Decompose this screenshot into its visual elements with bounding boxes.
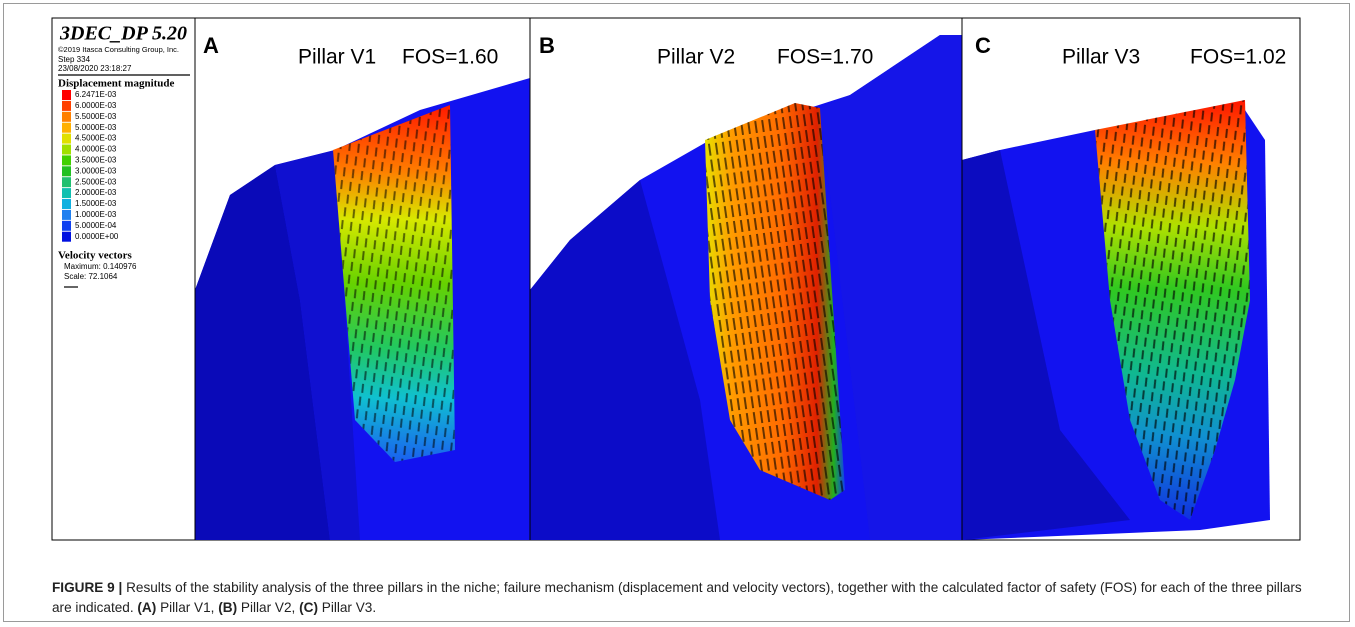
- caption-label: FIGURE 9 |: [52, 580, 123, 595]
- velocity-maximum: Maximum: 0.140976: [64, 262, 137, 271]
- caption-ref-text: Pillar V2,: [240, 600, 296, 615]
- caption-text: Results of the stability analysis of the…: [52, 580, 1302, 615]
- legend-label: 1.5000E-03: [75, 199, 117, 208]
- velocity-heading: Velocity vectors: [58, 250, 133, 262]
- legend-swatch: [62, 209, 71, 220]
- legend-label: 5.0000E-04: [75, 221, 117, 230]
- panel-letter: B: [539, 33, 555, 58]
- legend-swatch: [62, 177, 71, 188]
- legend-heading: Displacement magnitude: [58, 78, 175, 90]
- legend-panel: 3DEC_DP 5.20 ©2019 Itasca Consulting Gro…: [58, 23, 190, 288]
- panel-letter: C: [975, 33, 991, 58]
- legend-copyright: ©2019 Itasca Consulting Group, Inc.: [58, 45, 179, 54]
- legend-label: 1.0000E-03: [75, 210, 117, 219]
- legend-swatch: [62, 220, 71, 231]
- velocity-scale: Scale: 72.1064: [64, 272, 118, 281]
- legend-entries: 6.2471E-03 6.0000E-03 5.5000E-03 5.0000E-03…: [62, 90, 119, 242]
- legend-label: 3.0000E-03: [75, 166, 117, 175]
- panel-b-image: [530, 35, 962, 540]
- caption-ref: (C): [299, 600, 318, 615]
- legend-label: 4.0000E-03: [75, 145, 117, 154]
- panel-letter: A: [203, 33, 219, 58]
- legend-label: 6.0000E-03: [75, 101, 117, 110]
- legend-label: 6.2471E-03: [75, 90, 117, 99]
- panel-fos: FOS=1.70: [777, 46, 873, 69]
- legend-swatch: [62, 231, 71, 242]
- legend-swatch: [62, 133, 71, 144]
- legend-label: 3.5000E-03: [75, 156, 117, 165]
- panel-name: Pillar V2: [657, 46, 735, 69]
- legend-label: 2.5000E-03: [75, 177, 117, 186]
- caption: FIGURE 9 | Results of the stability anal…: [52, 578, 1302, 618]
- panel-name: Pillar V1: [298, 46, 376, 69]
- panel-name: Pillar V3: [1062, 46, 1140, 69]
- legend-label: 2.0000E-03: [75, 188, 117, 197]
- legend-swatch: [62, 111, 71, 122]
- legend-swatch: [62, 122, 71, 133]
- legend-title: 3DEC_DP 5.20: [59, 23, 187, 45]
- panel-a-image: [195, 78, 530, 540]
- legend-swatch: [62, 155, 71, 166]
- caption-ref-text: Pillar V1,: [160, 600, 215, 615]
- legend-swatch: [62, 144, 71, 155]
- legend-swatch: [62, 166, 71, 177]
- legend-label: 4.5000E-03: [75, 134, 117, 143]
- panel-fos: FOS=1.60: [402, 46, 498, 69]
- figure: 3DEC_DP 5.20 ©2019 Itasca Consulting Gro…: [51, 17, 1301, 541]
- legend-swatch: [62, 188, 71, 199]
- legend-swatch: [62, 90, 71, 100]
- caption-ref: (A): [137, 600, 157, 615]
- legend-swatch: [62, 199, 71, 209]
- panel-c-image: [962, 100, 1270, 540]
- page-frame: [3, 3, 1350, 622]
- legend-step: Step 334: [58, 55, 91, 64]
- panel-fos: FOS=1.02: [1190, 46, 1286, 69]
- legend-swatch: [62, 100, 71, 111]
- caption-ref: (B): [218, 600, 238, 615]
- legend-date: 23/08/2020 23:18:27: [58, 64, 132, 73]
- legend-label: 0.0000E+00: [75, 232, 119, 241]
- legend-label: 5.5000E-03: [75, 112, 117, 121]
- caption-ref-text: Pillar V3.: [321, 600, 377, 615]
- legend-label: 5.0000E-03: [75, 123, 117, 132]
